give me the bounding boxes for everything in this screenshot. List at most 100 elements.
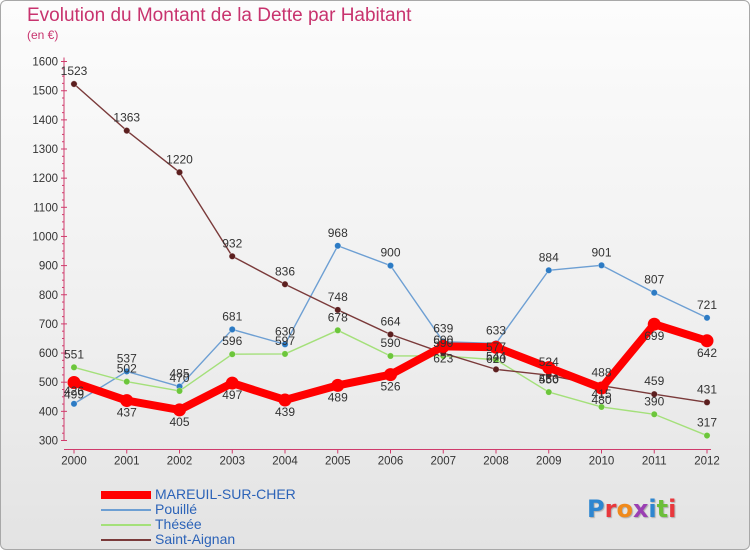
data-label: 721 (697, 298, 717, 312)
data-label: 480 (591, 393, 611, 407)
data-label: 681 (222, 309, 242, 323)
data-label: 489 (328, 390, 348, 404)
y-tick-label: 700 (39, 319, 58, 331)
legend-item: Saint-Aignan (101, 531, 401, 548)
x-tick-label: 2009 (536, 456, 562, 468)
data-point (545, 388, 553, 396)
data-point (489, 340, 503, 354)
data-label: 630 (275, 324, 295, 338)
data-label: 901 (591, 245, 611, 259)
x-tick-label: 2011 (642, 456, 667, 468)
data-point (703, 398, 711, 406)
x-tick-label: 2005 (325, 456, 351, 468)
data-label: 544 (486, 349, 506, 363)
data-label: 488 (591, 366, 611, 380)
data-label: 431 (697, 382, 717, 396)
data-label: 550 (539, 373, 559, 387)
data-label: 524 (539, 355, 559, 369)
data-label: 485 (169, 367, 189, 381)
data-point (281, 280, 289, 288)
data-point (228, 252, 236, 260)
data-point (281, 340, 289, 348)
data-label: 678 (328, 310, 348, 324)
data-label: 664 (380, 314, 400, 328)
y-tick-label: 1500 (32, 86, 58, 98)
legend-swatch (101, 491, 151, 499)
data-label: 437 (117, 406, 137, 420)
data-label: 499 (64, 387, 84, 401)
data-point (331, 378, 345, 392)
data-label: 497 (222, 388, 242, 402)
x-tick-label: 2010 (589, 456, 615, 468)
data-label: 577 (486, 340, 506, 354)
data-label: 600 (433, 333, 453, 347)
y-tick-label: 500 (39, 377, 58, 389)
x-tick-label: 2012 (694, 456, 720, 468)
legend-swatch (101, 539, 151, 541)
data-point (228, 350, 236, 358)
x-tick-label: 2000 (61, 456, 87, 468)
legend-label: MAREUIL-SUR-CHER (155, 486, 296, 502)
data-point (334, 326, 342, 334)
data-point (123, 127, 131, 135)
data-point (703, 432, 711, 440)
data-label: 537 (117, 351, 137, 365)
data-point (176, 387, 184, 395)
data-label: 1523 (61, 64, 88, 78)
chart-unit: (en €) (27, 28, 59, 42)
data-point (228, 325, 236, 333)
data-label: 551 (64, 347, 84, 361)
data-label: 439 (275, 405, 295, 419)
legend-swatch (101, 524, 151, 526)
data-label: 748 (328, 290, 348, 304)
data-point (278, 393, 292, 407)
data-label: 633 (486, 323, 506, 337)
data-label: 836 (275, 264, 295, 278)
data-label: 502 (117, 362, 137, 376)
data-point (123, 367, 131, 375)
data-point (545, 266, 553, 274)
x-tick-label: 2008 (483, 456, 509, 468)
data-point (67, 375, 81, 389)
data-label: 642 (697, 346, 717, 360)
data-point (700, 334, 714, 348)
data-point (492, 365, 500, 373)
data-point (386, 262, 394, 270)
data-point (386, 352, 394, 360)
y-tick-label: 1000 (32, 231, 58, 243)
data-label: 405 (169, 415, 189, 429)
y-tick-label: 400 (39, 406, 58, 418)
data-point (386, 330, 394, 338)
data-label: 426 (64, 384, 84, 398)
data-label: 596 (222, 334, 242, 348)
data-point (647, 317, 661, 331)
y-tick-label: 900 (39, 261, 58, 273)
data-point (120, 394, 134, 408)
data-point (70, 363, 78, 371)
y-tick-label: 1400 (32, 115, 58, 127)
data-label: 900 (380, 246, 400, 260)
data-point (492, 356, 500, 364)
data-label: 590 (380, 336, 400, 350)
data-label: 639 (433, 322, 453, 336)
data-point (281, 350, 289, 358)
data-label: 597 (275, 334, 295, 348)
data-point (334, 306, 342, 314)
data-point (597, 261, 605, 269)
data-label: 620 (486, 352, 506, 366)
x-tick-label: 2003 (219, 456, 245, 468)
data-point (70, 80, 78, 88)
data-point (70, 400, 78, 408)
legend-label: Saint-Aignan (155, 531, 236, 547)
y-tick-label: 1100 (33, 202, 58, 214)
legend-item: Pouillé (101, 501, 401, 518)
x-tick-label: 2004 (272, 456, 298, 468)
data-point (650, 390, 658, 398)
data-label: 590 (433, 336, 453, 350)
data-point (176, 168, 184, 176)
data-label: 470 (169, 371, 189, 385)
legend-item: MAREUIL-SUR-CHER (101, 486, 401, 503)
data-label: 623 (433, 351, 453, 365)
